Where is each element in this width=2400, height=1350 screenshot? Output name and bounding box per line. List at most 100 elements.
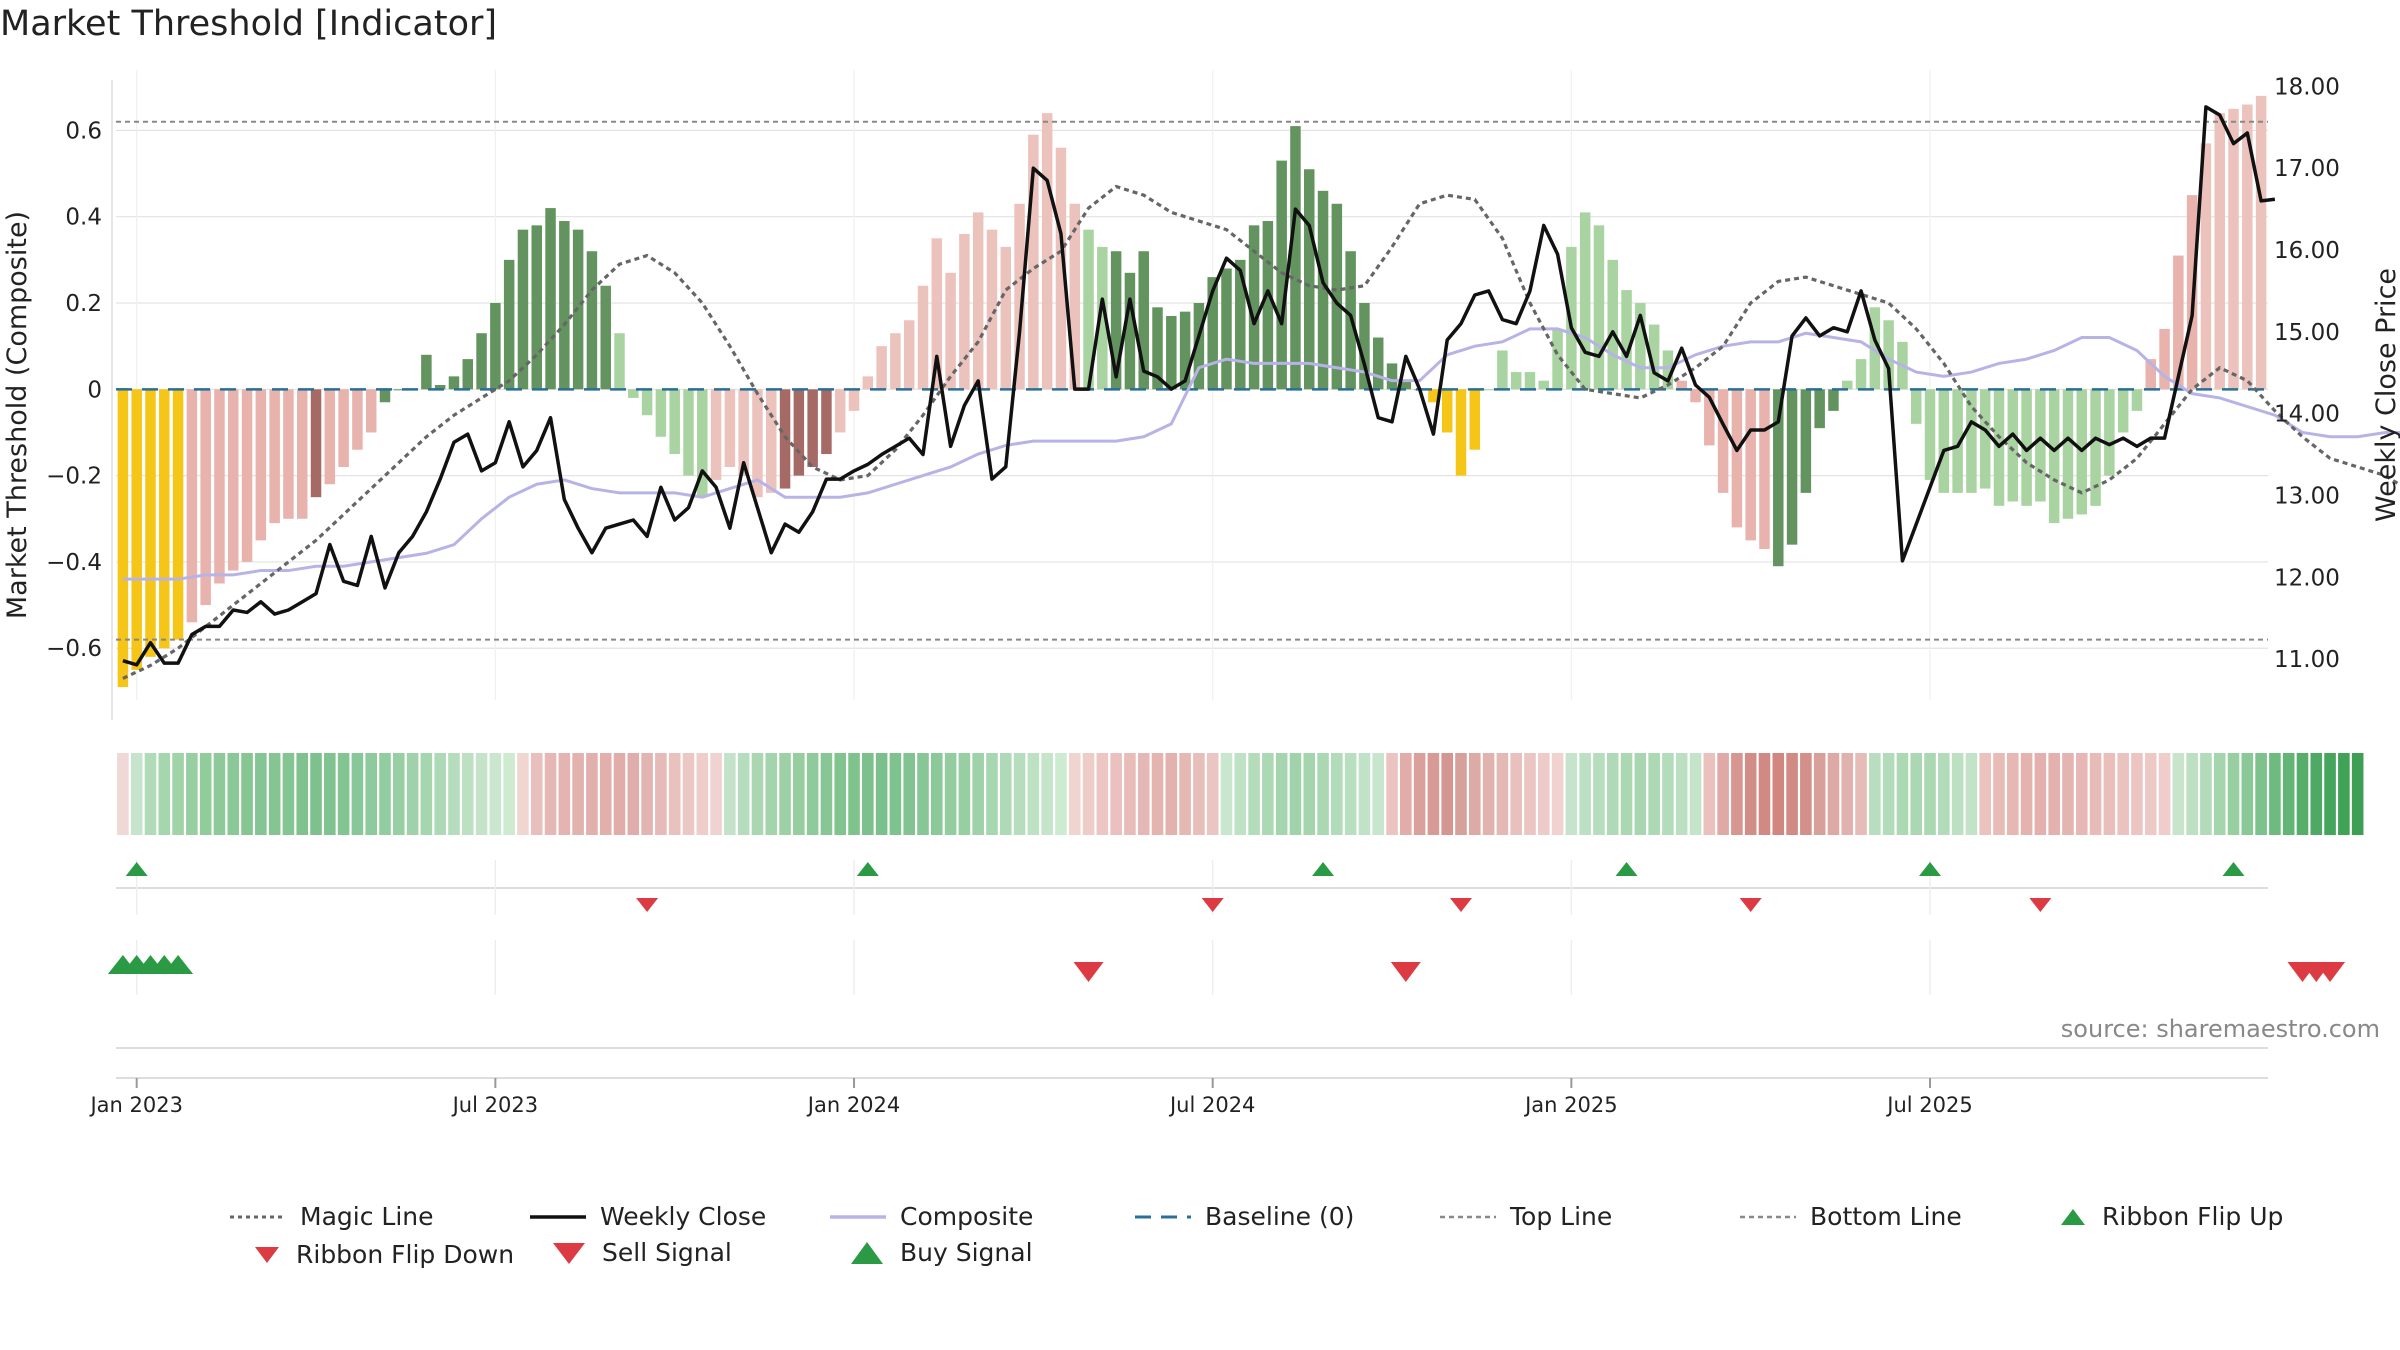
composite-bar: [959, 233, 970, 390]
ribbon-cell: [1372, 753, 1385, 835]
ribbon-cell: [1096, 753, 1109, 835]
ribbon-cell: [158, 753, 171, 835]
y-tick-label-left: 0.6: [65, 118, 102, 144]
composite-bar: [890, 333, 901, 390]
ribbon-cell: [379, 753, 391, 835]
ribbon-cell: [1496, 753, 1509, 835]
ribbon-cell: [393, 753, 405, 835]
magic-line: [122, 184, 2400, 680]
legend-sell-signal-label: Sell Signal: [602, 1238, 732, 1267]
chart-title: Market Threshold [Indicator]: [0, 4, 498, 44]
ribbon-cell: [1689, 753, 1702, 835]
composite-bar: [2035, 389, 2046, 502]
x-tick-label: Jan 2023: [88, 1093, 183, 1117]
composite-bar: [862, 376, 874, 390]
triangle-down-icon: [255, 1246, 279, 1263]
ribbon-cell: [475, 753, 488, 835]
composite-bar: [1193, 303, 1205, 390]
composite-bar: [1028, 134, 1039, 390]
composite-bar: [683, 389, 694, 476]
composite-bar: [1842, 380, 1853, 390]
ribbon-cell: [351, 753, 364, 835]
composite-bar: [793, 389, 805, 476]
ribbon-cell: [903, 753, 915, 835]
ribbon-flip-up-marker: [125, 862, 148, 876]
ribbon-cell: [1565, 753, 1578, 835]
composite-bar: [1979, 389, 1991, 489]
ribbon-cell: [1744, 753, 1757, 835]
composite-bar: [972, 212, 984, 390]
ribbon-cell: [779, 753, 791, 835]
y-tick-label-right: 18.00: [2274, 74, 2340, 100]
composite-bar: [1372, 337, 1384, 390]
composite-bar: [1510, 372, 1522, 390]
ribbon-cell: [599, 753, 612, 835]
composite-bar: [1938, 389, 1950, 493]
legend-sell-signal: Sell Signal: [550, 1238, 732, 1267]
composite-bar: [1083, 229, 1094, 390]
ribbon-cell: [1524, 753, 1536, 835]
ribbon-cell: [434, 753, 446, 835]
composite-bar: [1552, 328, 1563, 390]
ribbon-cell: [1841, 753, 1854, 835]
composite-bar: [1097, 246, 1108, 390]
ribbon-cell: [1427, 753, 1440, 835]
composite-bar: [1276, 160, 1287, 390]
ribbon-cell: [848, 753, 860, 835]
ribbon-cell: [517, 753, 529, 835]
composite-bar: [117, 389, 129, 688]
ribbon-cell: [1634, 753, 1647, 835]
composite-bar: [655, 389, 667, 437]
x-tick-label: Jul 2024: [1168, 1093, 1255, 1117]
composite-bar: [1110, 251, 1122, 390]
composite-bar: [1828, 389, 1839, 411]
composite-bar: [738, 389, 749, 476]
ribbon-cell: [1620, 753, 1633, 835]
ribbon-cell: [489, 753, 502, 835]
bottom-line-swatch-icon: [1740, 1215, 1796, 1218]
ribbon-flip-down-marker: [2029, 898, 2052, 912]
composite-bar: [1386, 363, 1398, 390]
composite-bar: [2021, 389, 2032, 506]
composite-bar: [296, 389, 308, 519]
composite-bar: [2131, 389, 2143, 411]
composite-bar: [2173, 255, 2184, 390]
ribbon-cell: [1675, 753, 1688, 835]
sell-signal-marker: [2315, 962, 2346, 982]
ribbon-flip-down-marker: [1201, 898, 1224, 912]
ribbon-cell: [1206, 753, 1219, 835]
ribbon-cell: [2089, 753, 2102, 835]
composite-bar: [1662, 350, 1674, 390]
ribbon-cell: [944, 753, 957, 835]
composite-bar: [159, 389, 170, 649]
composite-bar: [1166, 315, 1177, 390]
composite-bar: [379, 389, 391, 403]
composite-bar: [1262, 221, 1274, 390]
composite-bar: [1648, 324, 1660, 390]
baseline-swatch-icon: [1135, 1215, 1191, 1218]
weekly-close-swatch-icon: [530, 1214, 586, 1219]
legend-buy-signal: Buy Signal: [848, 1238, 1033, 1267]
sell-signal-marker: [1390, 962, 1421, 982]
ribbon-cell: [806, 753, 819, 835]
composite-bar: [600, 285, 611, 390]
legend-buy-signal-label: Buy Signal: [900, 1238, 1033, 1267]
ribbon-cell: [2213, 753, 2226, 835]
y-tick-label-right: 13.00: [2274, 483, 2340, 509]
y-tick-label-left: 0.2: [65, 291, 102, 317]
ribbon-cell: [544, 753, 557, 835]
composite-bar: [2228, 108, 2239, 390]
ribbon-cell: [1993, 753, 2005, 835]
ribbon-cell: [2117, 753, 2129, 835]
ribbon-cell: [2007, 753, 2019, 835]
ribbon-cell: [406, 753, 419, 835]
ribbon-cell: [1179, 753, 1191, 835]
ribbon-cell: [1537, 753, 1550, 835]
ribbon-cell: [655, 753, 667, 835]
composite-bar: [1690, 389, 1701, 403]
ribbon-cell: [420, 753, 433, 835]
ribbon-cell: [1882, 753, 1895, 835]
legend-top-line: Top Line: [1440, 1202, 1612, 1231]
ribbon-flip-up-marker: [1312, 862, 1335, 876]
composite-bar: [2007, 389, 2019, 502]
